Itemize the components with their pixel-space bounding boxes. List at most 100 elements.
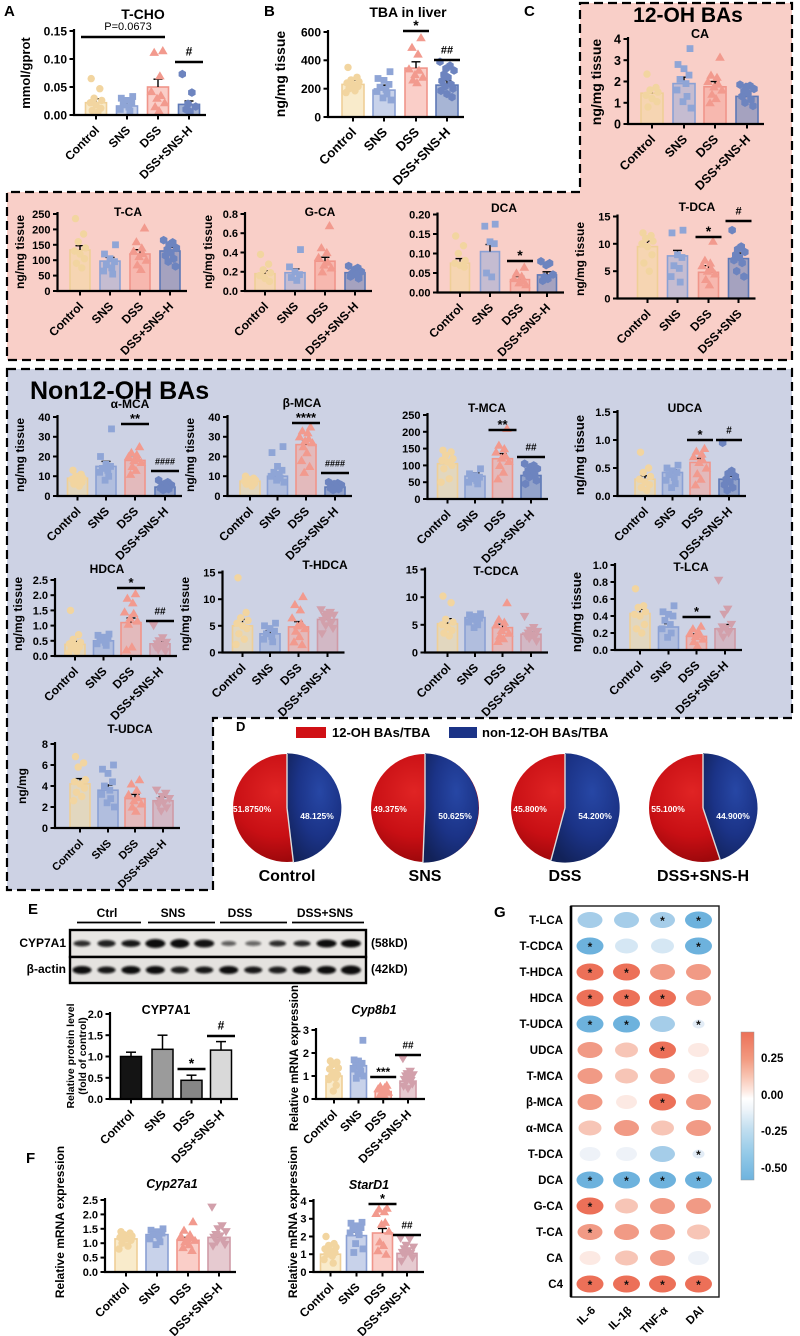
svg-text:T-CHO: T-CHO xyxy=(121,6,165,22)
svg-text:1.5: 1.5 xyxy=(88,1030,103,1042)
svg-text:0: 0 xyxy=(42,823,48,835)
svg-text:*: * xyxy=(588,966,593,980)
svg-text:0.4: 0.4 xyxy=(593,611,609,623)
svg-text:T-CA: T-CA xyxy=(114,205,142,219)
svg-text:##: ## xyxy=(401,1221,413,1232)
svg-text:*: * xyxy=(696,1018,701,1032)
svg-text:2.5: 2.5 xyxy=(83,1195,98,1207)
svg-text:*: * xyxy=(697,427,703,442)
svg-text:Control: Control xyxy=(316,125,359,168)
svg-text:Ctrl: Ctrl xyxy=(97,906,118,920)
svg-text:Relative mRNA expression: Relative mRNA expression xyxy=(289,985,301,1131)
svg-text:2: 2 xyxy=(42,802,48,814)
svg-text:2.0: 2.0 xyxy=(83,1209,98,1221)
svg-text:DSS+SNS-H: DSS+SNS-H xyxy=(657,868,749,885)
svg-text:1.0: 1.0 xyxy=(33,621,48,633)
svg-text:0: 0 xyxy=(314,110,321,124)
svg-text:Control: Control xyxy=(97,1107,137,1147)
svg-text:HDCA: HDCA xyxy=(530,993,563,1005)
svg-text:TNF-α: TNF-α xyxy=(639,1305,671,1336)
svg-text:**: ** xyxy=(130,411,141,426)
svg-text:0.0: 0.0 xyxy=(595,491,610,503)
svg-text:4: 4 xyxy=(614,33,621,47)
svg-text:****: **** xyxy=(296,410,317,425)
svg-text:Relative mRNA expression: Relative mRNA expression xyxy=(286,1146,300,1298)
svg-text:*: * xyxy=(624,1174,629,1188)
svg-text:30: 30 xyxy=(38,432,50,444)
svg-text:0.6: 0.6 xyxy=(593,594,608,606)
svg-text:DSS: DSS xyxy=(228,906,253,920)
svg-text:ng/mg tissue: ng/mg tissue xyxy=(272,31,288,118)
svg-text:SNS: SNS xyxy=(136,1280,163,1307)
svg-text:*: * xyxy=(694,604,700,619)
svg-text:DSS: DSS xyxy=(137,123,164,150)
svg-text:Control: Control xyxy=(300,1107,340,1147)
svg-text:*: * xyxy=(624,1278,629,1292)
svg-text:C4: C4 xyxy=(548,1279,563,1291)
svg-text:10: 10 xyxy=(406,592,418,604)
svg-text:*: * xyxy=(588,1278,593,1292)
svg-text:DSS: DSS xyxy=(549,868,582,885)
svg-text:0: 0 xyxy=(300,1267,306,1279)
svg-text:DSS+SNS-H: DSS+SNS-H xyxy=(390,125,453,188)
svg-text:0.2: 0.2 xyxy=(223,267,238,279)
svg-text:250: 250 xyxy=(32,209,50,221)
svg-text:P=0.0673: P=0.0673 xyxy=(104,21,151,33)
svg-text:2.5: 2.5 xyxy=(33,575,48,587)
svg-text:ng/mg tissue: ng/mg tissue xyxy=(183,418,197,492)
svg-text:3: 3 xyxy=(300,1214,306,1226)
svg-text:50: 50 xyxy=(408,477,420,489)
svg-text:44.900%: 44.900% xyxy=(716,811,750,821)
svg-text:DSS: DSS xyxy=(167,1280,194,1307)
svg-text:*: * xyxy=(413,17,419,33)
svg-text:0.00: 0.00 xyxy=(409,287,430,299)
svg-text:non-12-OH BAs/TBA: non-12-OH BAs/TBA xyxy=(482,725,609,740)
svg-text:5: 5 xyxy=(604,266,610,278)
svg-text:0: 0 xyxy=(303,1094,309,1106)
svg-text:A: A xyxy=(4,3,15,20)
svg-text:0: 0 xyxy=(412,647,418,659)
svg-text:15: 15 xyxy=(406,564,418,576)
svg-text:2: 2 xyxy=(614,75,621,89)
svg-text:*: * xyxy=(660,1044,665,1058)
svg-text:DAI: DAI xyxy=(684,1305,706,1327)
svg-text:0: 0 xyxy=(614,118,621,132)
svg-text:*: * xyxy=(660,914,665,928)
svg-text:T-LCA: T-LCA xyxy=(673,560,709,574)
svg-text:Non12-OH BAs: Non12-OH BAs xyxy=(30,377,209,405)
svg-text:2: 2 xyxy=(300,1231,306,1243)
svg-text:T-MCA: T-MCA xyxy=(527,1071,563,1083)
svg-text:2.0: 2.0 xyxy=(33,590,48,602)
svg-text:1.0: 1.0 xyxy=(595,435,610,447)
svg-text:UDCA: UDCA xyxy=(530,1045,563,1057)
svg-text:Control: Control xyxy=(259,868,316,885)
svg-text:ng/mg tissue: ng/mg tissue xyxy=(588,39,604,126)
svg-text:-0.25: -0.25 xyxy=(761,1126,788,1138)
svg-text:0.8: 0.8 xyxy=(223,209,238,221)
svg-text:10: 10 xyxy=(598,239,610,251)
svg-text:1.5: 1.5 xyxy=(595,407,610,419)
svg-text:CA: CA xyxy=(691,27,709,41)
svg-text:0.6: 0.6 xyxy=(223,228,238,240)
svg-text:*: * xyxy=(517,247,523,263)
svg-text:CYP7A1: CYP7A1 xyxy=(142,1003,191,1017)
svg-text:Control: Control xyxy=(297,1280,337,1320)
svg-text:2: 2 xyxy=(303,1048,309,1060)
svg-text:*: * xyxy=(588,1174,593,1188)
svg-text:SNS: SNS xyxy=(361,124,391,154)
svg-text:SNS: SNS xyxy=(409,868,442,885)
svg-text:0.0: 0.0 xyxy=(83,1267,98,1279)
svg-text:#: # xyxy=(218,1019,225,1033)
svg-text:CA: CA xyxy=(546,1253,563,1265)
svg-text:0.5: 0.5 xyxy=(595,463,610,475)
svg-text:0.0: 0.0 xyxy=(223,286,238,298)
svg-text:0.10: 0.10 xyxy=(44,52,68,66)
svg-text:*: * xyxy=(660,1174,665,1188)
svg-text:40: 40 xyxy=(38,412,50,424)
svg-text:30: 30 xyxy=(208,432,220,444)
svg-text:Cyp8b1: Cyp8b1 xyxy=(351,1003,396,1017)
svg-text:Relative protein level: Relative protein level xyxy=(65,1003,77,1108)
svg-text:T-CDCA: T-CDCA xyxy=(473,564,519,578)
svg-text:DCA: DCA xyxy=(538,1175,563,1187)
svg-text:***: *** xyxy=(376,1065,390,1079)
